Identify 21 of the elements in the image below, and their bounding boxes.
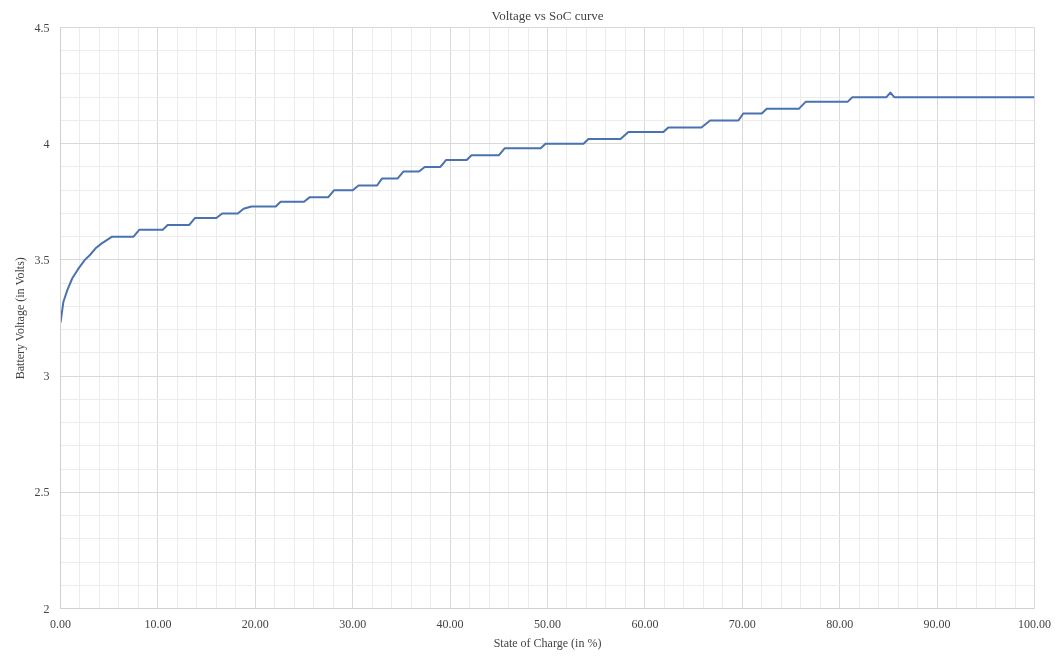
x-axis-title: State of Charge (in %) xyxy=(493,635,602,650)
y-axis-title: Battery Voltage (in Volts) xyxy=(12,257,27,380)
x-tick-label: 40.00 xyxy=(436,616,464,631)
x-tick-label: 100.00 xyxy=(1018,616,1051,631)
y-tick-label: 3 xyxy=(43,369,50,384)
x-tick-label: 0.00 xyxy=(50,616,71,631)
x-tick-label: 30.00 xyxy=(339,616,367,631)
y-tick-label: 4 xyxy=(43,136,50,151)
y-tick-label: 2.5 xyxy=(34,485,50,500)
x-tick-label: 60.00 xyxy=(631,616,659,631)
x-tick-label: 70.00 xyxy=(728,616,756,631)
y-tick-label: 4.5 xyxy=(34,20,50,35)
x-tick-label: 20.00 xyxy=(241,616,269,631)
x-tick-label: 10.00 xyxy=(144,616,172,631)
y-tick-label: 3.5 xyxy=(34,252,50,267)
x-tick-label: 90.00 xyxy=(923,616,951,631)
x-tick-label: 50.00 xyxy=(534,616,561,631)
line-series xyxy=(60,91,1035,324)
y-tick-label: 2 xyxy=(43,601,50,616)
chart-title: Voltage vs SoC curve xyxy=(491,7,604,23)
x-tick-label: 80.00 xyxy=(826,616,854,631)
